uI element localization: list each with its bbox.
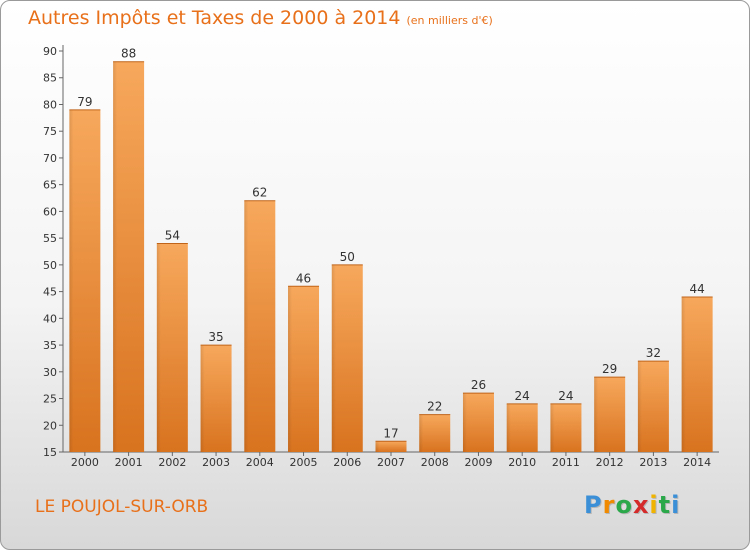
- bar: [156, 243, 188, 452]
- bar: [419, 414, 451, 452]
- chart-title: Autres Impôts et Taxes de 2000 à 2014 (en…: [28, 7, 493, 29]
- y-tick-label: 90: [43, 45, 57, 58]
- bar: [681, 296, 713, 452]
- bar-edge: [113, 61, 118, 453]
- bar-edge: [550, 403, 555, 452]
- data-label: 88: [121, 47, 136, 61]
- bar-edge: [244, 200, 249, 452]
- x-tick-label: 2001: [115, 456, 143, 469]
- y-tick-label: 80: [43, 98, 57, 111]
- bar: [200, 345, 232, 452]
- bar: [637, 361, 669, 452]
- y-tick-label: 85: [43, 72, 57, 85]
- y-tick-label: 75: [43, 125, 57, 138]
- x-tick-label: 2010: [508, 456, 536, 469]
- logo-letter: i: [649, 491, 659, 519]
- y-tick-label: 30: [43, 366, 57, 379]
- bars-group: [69, 61, 713, 453]
- bar-edge: [288, 286, 293, 452]
- y-tick-label: 55: [43, 232, 57, 245]
- bar: [244, 200, 276, 452]
- logo-letter: o: [615, 491, 633, 519]
- data-label: 24: [558, 389, 573, 403]
- x-tick-label: 2008: [421, 456, 449, 469]
- bar-edge: [506, 403, 511, 452]
- y-tick-label: 35: [43, 339, 57, 352]
- x-tick-label: 2004: [246, 456, 274, 469]
- title-text: Autres Impôts et Taxes de 2000 à 2014: [28, 7, 401, 29]
- x-tick-label: 2006: [333, 456, 361, 469]
- data-label: 62: [252, 186, 267, 200]
- x-tick-label: 2011: [552, 456, 580, 469]
- data-label: 54: [165, 228, 180, 242]
- place-name: LE POUJOL-SUR-ORB: [35, 497, 209, 517]
- proxiti-logo: Proxiti: [584, 491, 680, 519]
- y-tick-label: 15: [43, 446, 57, 459]
- bar-edge: [462, 393, 467, 452]
- data-label: 24: [515, 389, 530, 403]
- y-tick-label: 65: [43, 179, 57, 192]
- y-tick-label: 45: [43, 286, 57, 299]
- x-tick-label: 2012: [596, 456, 624, 469]
- y-tick-label: 60: [43, 205, 57, 218]
- bar: [506, 403, 538, 452]
- data-label: 29: [602, 362, 617, 376]
- bar: [69, 109, 101, 453]
- bar: [462, 393, 494, 452]
- x-tick-label: 2000: [71, 456, 99, 469]
- chart-subtitle: (en milliers d'€): [406, 14, 493, 27]
- y-tick-label: 25: [43, 393, 57, 406]
- data-label: 32: [646, 346, 661, 360]
- x-tick-label: 2005: [290, 456, 318, 469]
- bar: [113, 61, 145, 453]
- value-labels-group: 79 88 54 35 62 46 50 17 22 26 24 24 29 32 44: [77, 47, 705, 441]
- y-tick-label: 40: [43, 312, 57, 325]
- logo-letter: P: [584, 491, 603, 519]
- x-tick-label: 2003: [202, 456, 230, 469]
- data-label: 35: [208, 330, 223, 344]
- bar-edge: [156, 243, 161, 452]
- bar: [331, 264, 363, 452]
- bar-edge: [375, 441, 380, 452]
- x-tick-label: 2007: [377, 456, 405, 469]
- logo-letter: x: [632, 491, 650, 519]
- logo-letter: r: [602, 491, 616, 519]
- data-label: 22: [427, 400, 442, 414]
- bar-edge: [681, 296, 686, 452]
- data-label: 44: [689, 282, 704, 296]
- logo-letter: i: [671, 491, 681, 519]
- data-label: 17: [383, 426, 398, 440]
- data-label: 46: [296, 271, 311, 285]
- bar: [288, 286, 320, 452]
- data-label: 50: [340, 250, 355, 264]
- y-tick-label: 70: [43, 152, 57, 165]
- bar: [550, 403, 582, 452]
- bar-edge: [200, 345, 205, 452]
- bar-edge: [419, 414, 424, 452]
- x-tick-label: 2009: [464, 456, 492, 469]
- bar-edge: [69, 109, 74, 453]
- bar: [594, 377, 626, 452]
- x-tick-label: 2013: [639, 456, 667, 469]
- data-label: 79: [77, 95, 92, 109]
- data-label: 26: [471, 378, 486, 392]
- y-tick-label: 20: [43, 419, 57, 432]
- bar-edge: [594, 377, 599, 452]
- bar-edge: [331, 264, 336, 452]
- bar: [375, 441, 407, 452]
- x-tick-label: 2002: [158, 456, 186, 469]
- y-tick-label: 50: [43, 259, 57, 272]
- x-tick-label: 2014: [683, 456, 711, 469]
- logo-letter: t: [658, 491, 672, 519]
- bar-edge: [637, 361, 642, 452]
